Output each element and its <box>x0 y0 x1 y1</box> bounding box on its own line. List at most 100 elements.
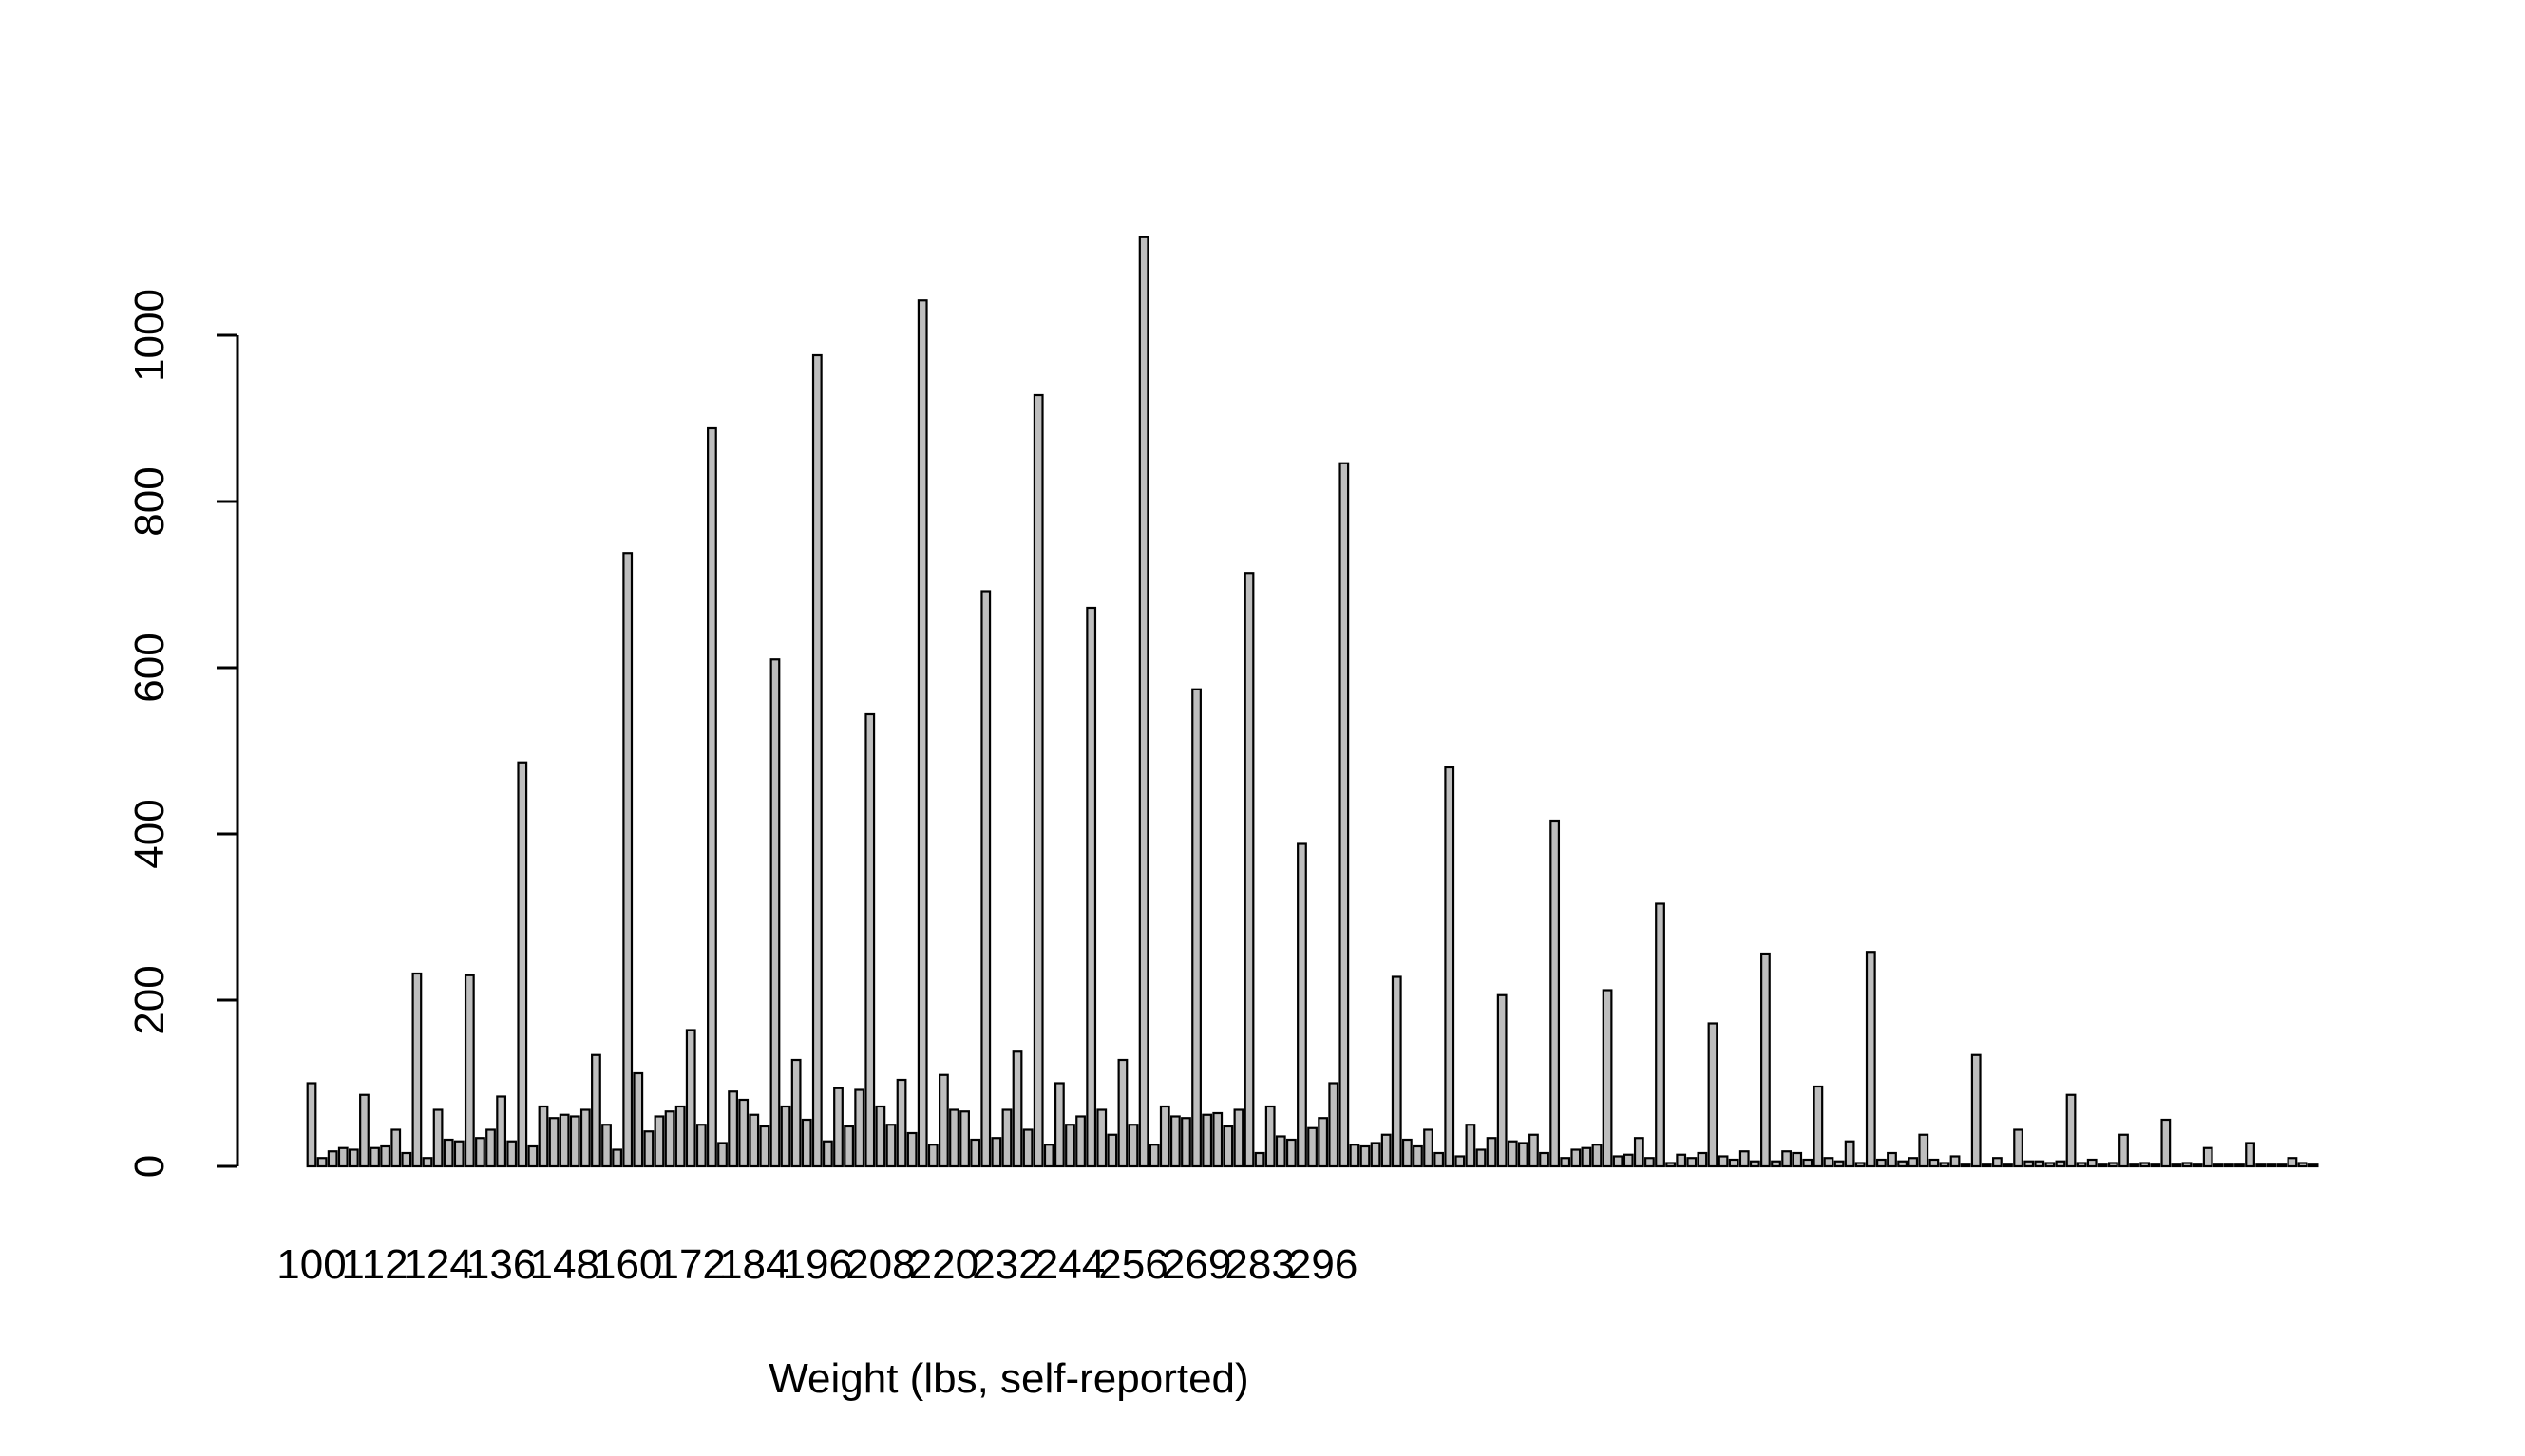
bar <box>2076 1162 2087 1168</box>
bar <box>475 1137 485 1168</box>
bar <box>1181 1117 1191 1168</box>
bar <box>579 1108 591 1168</box>
bar <box>591 1053 601 1168</box>
bar <box>506 1140 518 1168</box>
x-tick-label: 136 <box>466 1241 536 1288</box>
bar <box>1623 1153 1634 1168</box>
bar <box>1517 1142 1528 1168</box>
bar <box>401 1151 412 1168</box>
bar <box>1328 1082 1339 1168</box>
bar <box>664 1110 675 1168</box>
bar <box>1475 1148 1487 1168</box>
bar <box>717 1142 728 1168</box>
bar <box>1665 1162 1677 1168</box>
bar <box>1697 1151 1708 1168</box>
bar <box>527 1144 539 1168</box>
bar <box>823 1140 833 1168</box>
bar <box>1728 1158 1739 1168</box>
bar <box>1918 1133 1929 1168</box>
bar <box>1676 1153 1687 1168</box>
bar <box>2129 1163 2139 1168</box>
bar <box>1370 1142 1381 1168</box>
bar <box>1349 1144 1360 1168</box>
bar <box>612 1148 623 1168</box>
x-tick-label: 244 <box>1035 1241 1105 1288</box>
bar <box>2160 1118 2172 1168</box>
bar <box>2086 1158 2098 1168</box>
bar <box>790 1058 802 1168</box>
bar <box>854 1088 865 1168</box>
bar <box>1454 1155 1466 1168</box>
bar <box>1939 1162 1950 1168</box>
bar <box>1318 1117 1329 1168</box>
bar <box>917 299 928 1168</box>
bar <box>1391 975 1402 1168</box>
bar <box>1413 1144 1423 1168</box>
x-tick-label: 160 <box>593 1241 662 1288</box>
bar <box>1928 1158 1940 1168</box>
bar <box>1707 1022 1718 1168</box>
bar <box>1823 1157 1834 1168</box>
x-tick-label: 220 <box>909 1241 978 1288</box>
bar <box>1338 462 1350 1168</box>
bar <box>780 1105 791 1168</box>
bar <box>896 1078 907 1168</box>
bar <box>906 1131 918 1168</box>
bar <box>1086 606 1097 1168</box>
bar <box>359 1093 370 1168</box>
bar <box>685 1029 696 1168</box>
bar <box>2223 1163 2234 1168</box>
bar <box>337 1146 349 1168</box>
bar <box>2118 1133 2129 1168</box>
bar <box>1244 572 1255 1168</box>
bar <box>633 1071 644 1168</box>
bar <box>1802 1158 1813 1168</box>
bar <box>2212 1163 2224 1168</box>
bar <box>1065 1124 1075 1168</box>
bar <box>1054 1082 1065 1168</box>
bar <box>674 1105 686 1168</box>
bar <box>875 1105 886 1168</box>
x-tick-label: 124 <box>403 1241 472 1288</box>
bar <box>1612 1155 1623 1168</box>
bar <box>864 712 876 1168</box>
bar <box>538 1105 549 1168</box>
bar <box>464 974 475 1168</box>
bar <box>1022 1128 1034 1168</box>
x-tick-label: 148 <box>529 1241 598 1288</box>
bar <box>1528 1133 1539 1168</box>
bar <box>2276 1163 2288 1168</box>
bar <box>1718 1155 1729 1168</box>
bar <box>1107 1133 1118 1168</box>
bar <box>2245 1142 2255 1168</box>
bar <box>485 1128 496 1168</box>
bar <box>1423 1128 1433 1168</box>
bar <box>548 1117 560 1168</box>
x-tick-label: 112 <box>341 1241 408 1288</box>
bar <box>2266 1163 2277 1168</box>
bars-group <box>306 236 2319 1168</box>
bar <box>1792 1151 1803 1168</box>
x-tick-label: 256 <box>1098 1241 1168 1288</box>
bar <box>2255 1163 2267 1168</box>
bar <box>422 1157 433 1168</box>
y-tick-label: 0 <box>126 1155 173 1178</box>
y-tick-label: 800 <box>126 466 173 536</box>
bar <box>1191 688 1202 1168</box>
bar <box>1581 1146 1592 1168</box>
bar <box>1981 1163 1992 1168</box>
bar <box>622 552 634 1168</box>
bar <box>2107 1162 2118 1168</box>
bar <box>738 1098 750 1168</box>
bar <box>1760 952 1771 1168</box>
bar <box>1254 1151 1265 1168</box>
bar <box>569 1115 580 1168</box>
bar <box>1128 1124 1139 1168</box>
bar <box>1644 1157 1655 1168</box>
bar <box>316 1157 328 1168</box>
x-tick-label: 269 <box>1162 1241 1231 1288</box>
bar <box>749 1113 760 1168</box>
bar <box>1275 1135 1286 1168</box>
bar <box>601 1124 612 1168</box>
